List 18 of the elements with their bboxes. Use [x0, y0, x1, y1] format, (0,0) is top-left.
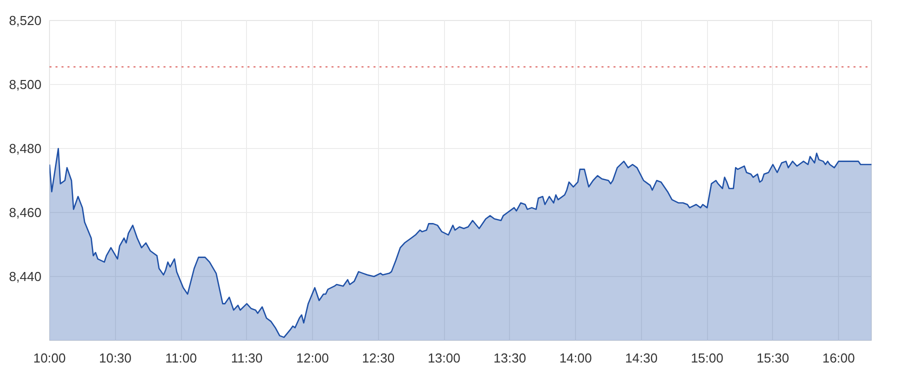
x-tick-label: 10:30: [98, 350, 132, 366]
x-tick-label: 15:00: [690, 350, 724, 366]
x-tick-label: 11:30: [230, 350, 263, 366]
y-tick-label: 8,500: [8, 77, 42, 92]
x-tick-label: 11:00: [165, 350, 197, 366]
x-tick-label: 14:30: [625, 350, 658, 366]
y-tick-label: 8,460: [8, 205, 42, 220]
x-tick-label: 10:00: [33, 350, 66, 366]
x-tick-label: 12:00: [296, 350, 329, 366]
y-tick-label: 8,520: [8, 13, 42, 28]
x-tick-label: 12:30: [362, 350, 395, 366]
x-tick-label: 13:00: [428, 350, 460, 366]
x-tick-label: 15:30: [756, 350, 790, 366]
x-tick-label: 13:30: [494, 350, 526, 366]
x-tick-label: 14:00: [559, 350, 592, 366]
y-tick-label: 8,480: [8, 141, 42, 156]
x-tick-label: 16:00: [822, 350, 855, 366]
y-tick-label: 8,440: [8, 269, 42, 284]
